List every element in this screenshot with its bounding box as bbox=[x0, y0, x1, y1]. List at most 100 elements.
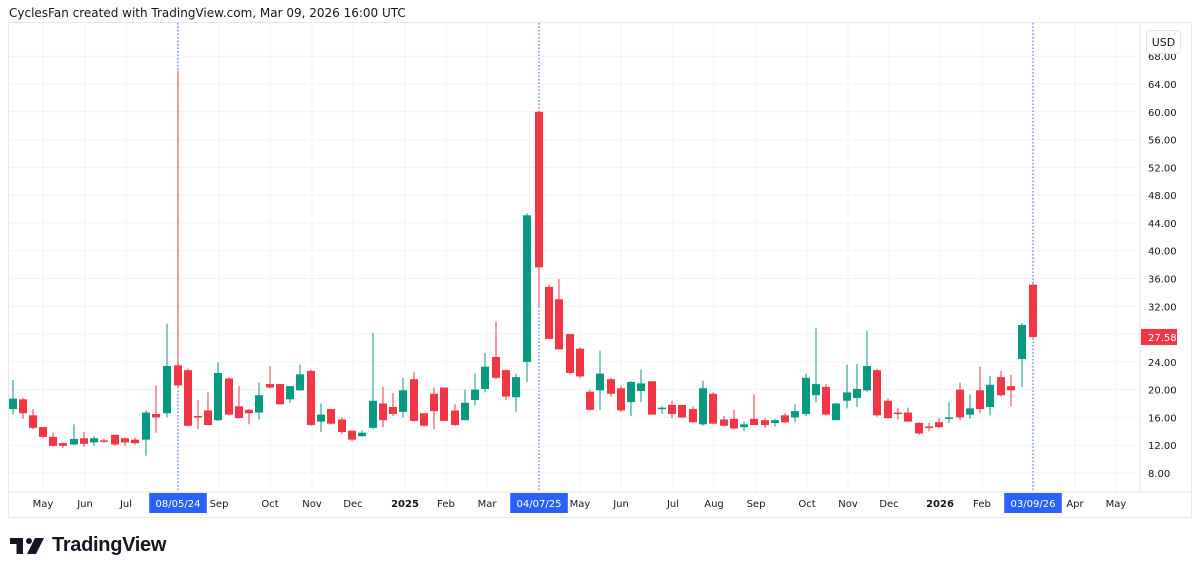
candle bbox=[338, 417, 346, 435]
candle bbox=[617, 385, 625, 412]
time-tick-label: 04/07/25 bbox=[517, 499, 562, 510]
candle bbox=[307, 369, 315, 426]
price-tick-label: 40.00 bbox=[1148, 247, 1177, 258]
last-price-label: 27.58 bbox=[1148, 333, 1177, 344]
candle bbox=[566, 334, 574, 375]
candle bbox=[39, 427, 47, 439]
candle bbox=[90, 436, 98, 446]
candle bbox=[174, 70, 182, 388]
candle bbox=[689, 406, 697, 423]
candle bbox=[317, 403, 325, 432]
candle bbox=[832, 402, 840, 421]
candle bbox=[1007, 375, 1015, 407]
time-tick-label: Jun bbox=[612, 499, 629, 510]
time-tick-label: May bbox=[1106, 499, 1127, 510]
candle bbox=[668, 400, 676, 419]
candle bbox=[80, 431, 88, 447]
candle bbox=[225, 377, 233, 416]
candle bbox=[204, 392, 212, 426]
price-tick-label: 32.00 bbox=[1148, 302, 1177, 313]
candle bbox=[935, 418, 943, 428]
candle bbox=[440, 387, 448, 421]
price-tick-label: 64.00 bbox=[1148, 80, 1177, 91]
candle bbox=[9, 379, 17, 415]
tradingview-logo[interactable]: TradingView bbox=[10, 534, 166, 557]
candle bbox=[379, 386, 387, 428]
candle bbox=[70, 424, 78, 446]
candle bbox=[327, 409, 335, 425]
price-tick-label: 68.00 bbox=[1148, 52, 1177, 63]
candle bbox=[771, 418, 779, 427]
candle bbox=[1029, 283, 1037, 340]
price-tick-label: 20.00 bbox=[1148, 386, 1177, 397]
candle bbox=[111, 434, 119, 446]
candle bbox=[976, 366, 984, 414]
candle bbox=[576, 347, 584, 379]
price-tick-label: 36.00 bbox=[1148, 274, 1177, 285]
currency-button[interactable]: USD bbox=[1146, 30, 1181, 54]
candle bbox=[925, 422, 933, 432]
candle bbox=[358, 430, 366, 437]
candle bbox=[904, 407, 912, 422]
candle bbox=[276, 384, 284, 405]
highlighted-date-badge bbox=[149, 493, 207, 513]
highlighted-date-badge bbox=[510, 493, 568, 513]
chart-attribution: CyclesFan created with TradingView.com, … bbox=[9, 6, 406, 20]
candle bbox=[781, 413, 789, 423]
candle bbox=[512, 373, 520, 412]
candle bbox=[966, 394, 974, 419]
candle bbox=[59, 442, 67, 448]
candle bbox=[266, 366, 274, 389]
candle bbox=[822, 384, 830, 416]
candle bbox=[607, 377, 615, 397]
price-tick-label: 16.00 bbox=[1148, 413, 1177, 424]
time-tick-label: Oct bbox=[261, 499, 278, 510]
candles bbox=[9, 70, 1037, 456]
candle bbox=[637, 369, 645, 403]
time-tick-label: Feb bbox=[973, 499, 991, 510]
price-tick-label: 48.00 bbox=[1148, 191, 1177, 202]
candle bbox=[986, 375, 994, 416]
candle bbox=[245, 409, 253, 425]
candle bbox=[461, 389, 469, 421]
candle bbox=[853, 363, 861, 407]
time-tick-label: 03/09/26 bbox=[1011, 499, 1056, 510]
highlighted-date-badge bbox=[1004, 493, 1062, 513]
time-axis[interactable]: May Jun Jul 08/05/24 Sep Oct Nov Dec 2025 Feb Mar 0… bbox=[33, 493, 1127, 513]
candle bbox=[481, 352, 489, 393]
candle bbox=[451, 404, 459, 426]
candle bbox=[791, 404, 799, 423]
tradingview-logo-icon bbox=[10, 537, 44, 554]
candle bbox=[720, 416, 728, 427]
time-tick-label: Feb bbox=[437, 499, 455, 510]
price-tick-label: 8.00 bbox=[1148, 469, 1170, 480]
candle bbox=[502, 369, 510, 401]
candle bbox=[945, 402, 953, 423]
time-tick-label: Aug bbox=[704, 499, 724, 510]
time-tick-label: Dec bbox=[343, 499, 362, 510]
candle bbox=[730, 409, 738, 430]
time-tick-label: 2026 bbox=[926, 499, 954, 510]
candle bbox=[740, 421, 748, 432]
candle bbox=[194, 400, 202, 430]
candle bbox=[214, 362, 222, 421]
candle bbox=[152, 385, 160, 433]
time-tick-label: 08/05/24 bbox=[156, 499, 201, 510]
candle bbox=[761, 418, 769, 428]
candle bbox=[812, 327, 820, 403]
candle bbox=[389, 393, 397, 417]
time-tick-label: Nov bbox=[838, 499, 858, 510]
time-tick-label: Sep bbox=[747, 499, 766, 510]
candle bbox=[863, 330, 871, 392]
candle bbox=[1018, 322, 1026, 387]
candle bbox=[997, 370, 1005, 397]
candle bbox=[843, 364, 851, 409]
price-axis[interactable]: 8.0012.0016.0020.0024.0028.0032.0036.004… bbox=[1141, 52, 1177, 480]
time-tick-label: Sep bbox=[210, 499, 229, 510]
last-price-badge bbox=[1141, 328, 1177, 345]
candle bbox=[802, 373, 810, 417]
price-tick-label: 24.00 bbox=[1148, 358, 1177, 369]
time-tick-label: May bbox=[33, 499, 54, 510]
candle bbox=[49, 432, 57, 447]
